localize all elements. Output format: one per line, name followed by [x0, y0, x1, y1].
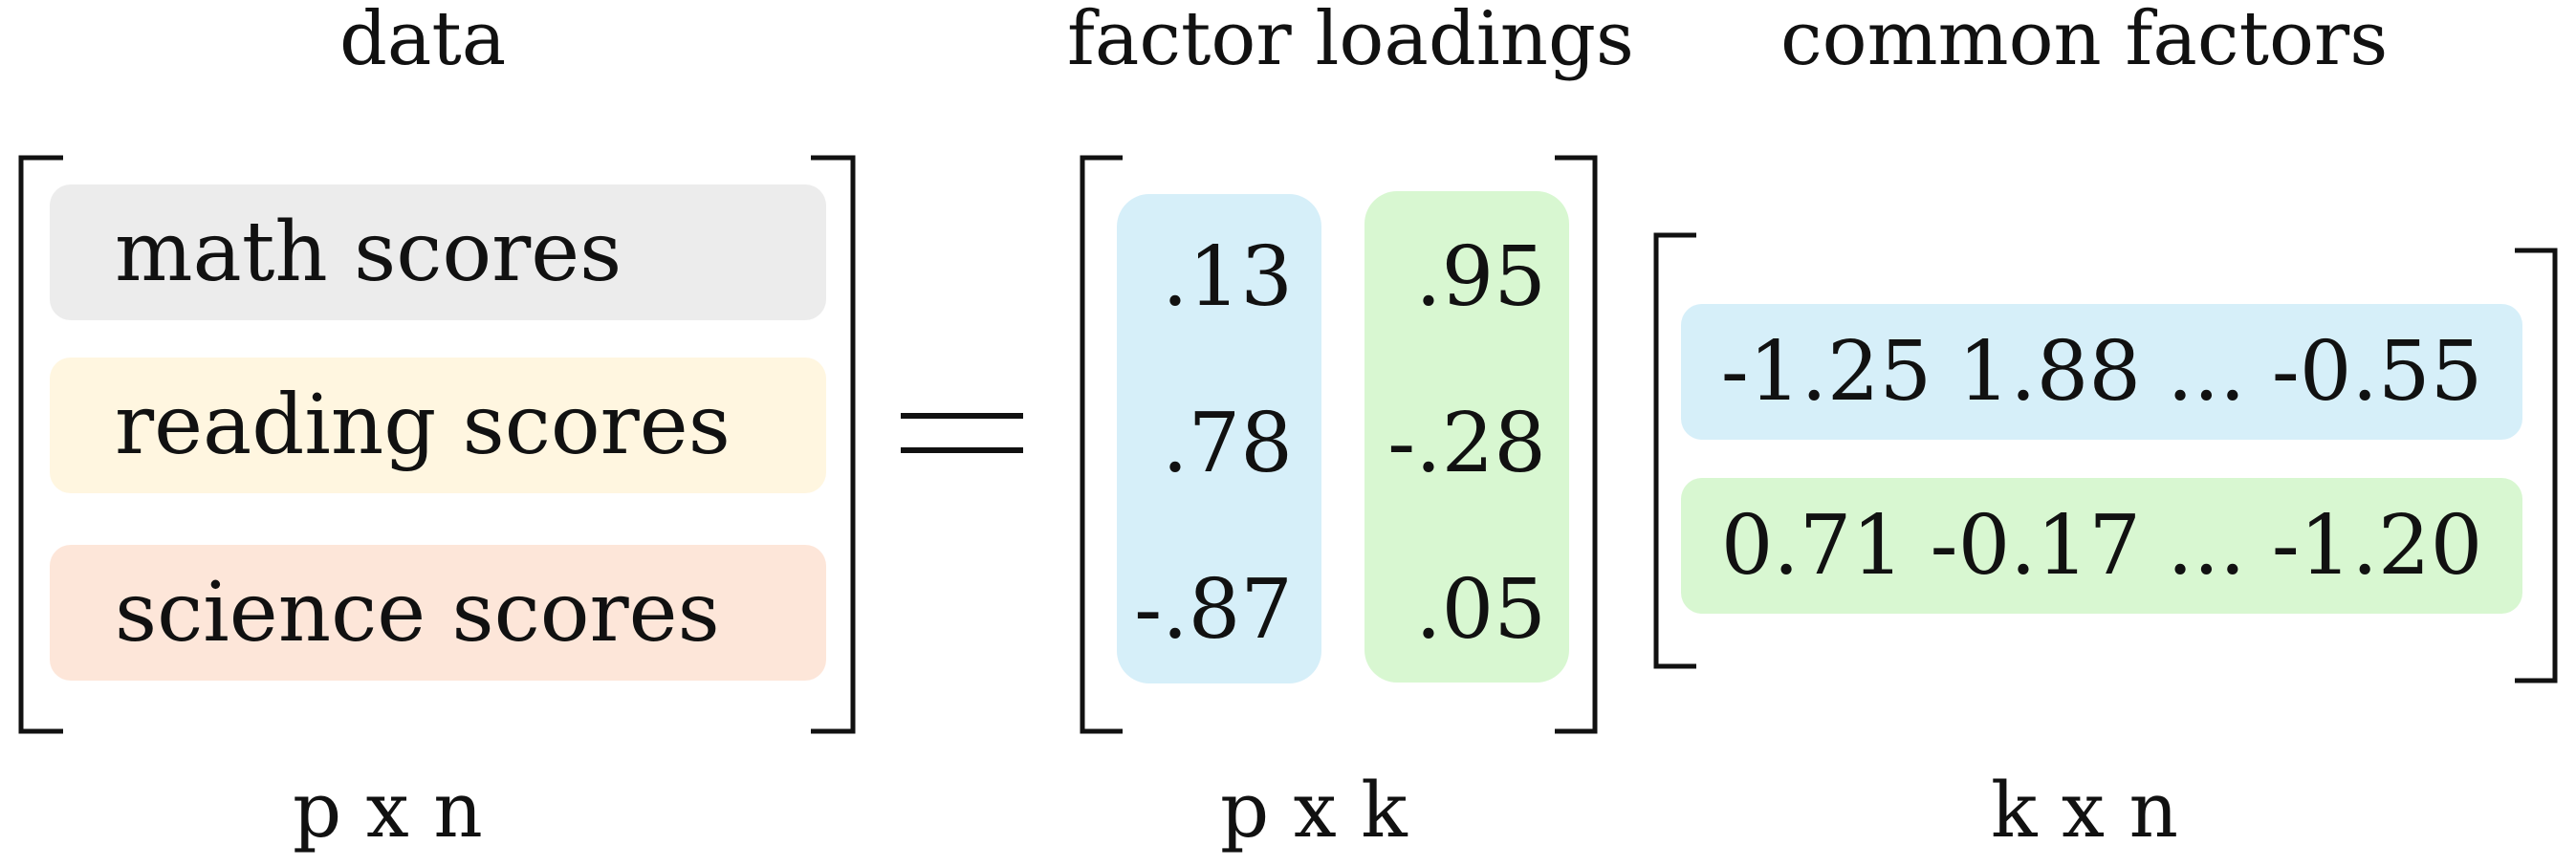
factor-row-text: 0.71 -0.17 ... -1.20: [1720, 498, 2483, 594]
equals-sign: [901, 400, 1023, 470]
equals-bar-top: [901, 413, 1023, 419]
factor-row-1: -1.25 1.88 ... -0.55: [1681, 304, 2522, 440]
data-right-bracket: [811, 155, 856, 734]
factors-left-bracket: [1653, 232, 1696, 669]
factor-row-text: -1.25 1.88 ... -0.55: [1720, 324, 2483, 420]
equals-bar-bottom: [901, 447, 1023, 453]
loadings-title: factor loadings: [1067, 0, 1634, 82]
data-title: data: [339, 0, 507, 82]
loading-value: -.87: [1134, 562, 1293, 658]
loading-value: .05: [1415, 562, 1546, 658]
data-left-bracket: [18, 155, 63, 734]
loadings-dims: p x k: [1220, 766, 1408, 855]
row-label: reading scores: [115, 378, 731, 473]
factor-row-2: 0.71 -0.17 ... -1.20: [1681, 478, 2522, 614]
loadings-column-1: .13 .78 -.87: [1117, 194, 1321, 683]
row-label: math scores: [115, 205, 622, 300]
loadings-column-2: .95 -.28 .05: [1364, 191, 1569, 683]
row-label: science scores: [115, 565, 720, 661]
loading-value: -.28: [1387, 396, 1546, 491]
loadings-right-bracket: [1555, 155, 1598, 734]
data-dims: p x n: [293, 766, 483, 855]
factors-title: common factors: [1780, 0, 2389, 82]
data-row-math: math scores: [50, 184, 826, 320]
loadings-left-bracket: [1080, 155, 1123, 734]
factors-dims: k x n: [1991, 766, 2178, 855]
loading-value: .95: [1415, 229, 1546, 325]
data-row-reading: reading scores: [50, 358, 826, 493]
loading-value: .13: [1162, 229, 1293, 325]
factors-right-bracket: [2515, 248, 2558, 683]
loading-value: .78: [1162, 396, 1293, 491]
data-row-science: science scores: [50, 545, 826, 681]
